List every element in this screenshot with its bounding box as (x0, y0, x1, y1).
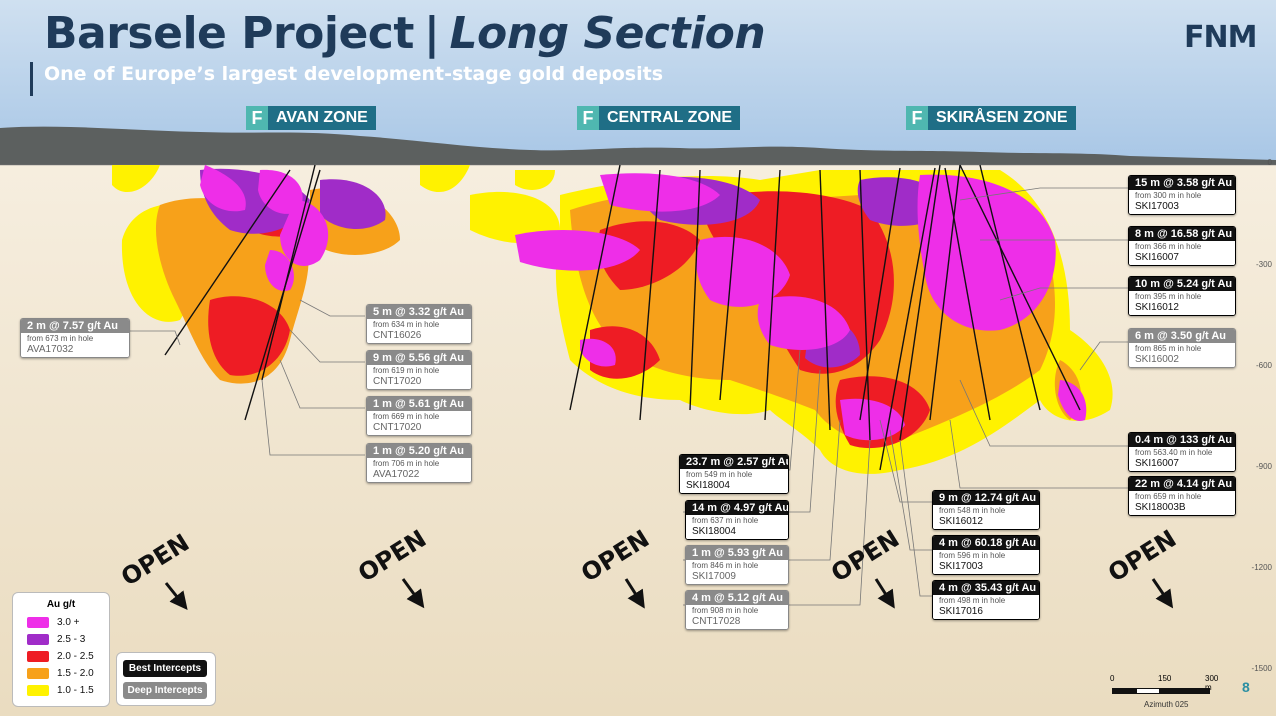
intercept-box: 4 m @ 35.43 g/t Au from 498 m in hole SKI… (932, 580, 1040, 620)
intercept-box: 14 m @ 4.97 g/t Au from 637 m in hole SKI… (685, 500, 789, 540)
legend-swatch (27, 651, 49, 662)
depth-label: -600 (1255, 361, 1272, 370)
intercept-box: 8 m @ 16.58 g/t Au from 366 m in hole SKI… (1128, 226, 1236, 266)
subtitle-accent-bar (30, 62, 33, 96)
terrain-profile (0, 126, 1276, 165)
arrow-down-right-icon (164, 578, 1174, 611)
f-badge-icon: F (906, 106, 928, 130)
key-deep-intercepts: Deep Intercepts (123, 682, 207, 699)
legend-item: 3.0 + (27, 617, 80, 628)
depth-label: -900 (1255, 462, 1272, 471)
legend-item: 1.5 - 2.0 (27, 668, 94, 679)
intercept-box: 0.4 m @ 133 g/t Au from 563.40 m in hole… (1128, 432, 1236, 472)
page-title: Barsele Project | Long Section (44, 8, 766, 59)
page-number: 8 (1242, 679, 1250, 695)
intercept-box: 9 m @ 12.74 g/t Au from 548 m in hole SKI… (932, 490, 1040, 530)
intercept-box: 4 m @ 60.18 g/t Au from 596 m in hole SKI… (932, 535, 1040, 575)
zone-label-central: F CENTRAL ZONE (577, 106, 741, 130)
drill-holes (164, 164, 1081, 471)
intercept-box: 15 m @ 3.58 g/t Au from 300 m in hole SKI… (1128, 175, 1236, 215)
zone-label-avan: F AVAN ZONE (246, 106, 376, 130)
depth-label: -300 (1255, 260, 1272, 269)
f-badge-icon: F (246, 106, 268, 130)
leader-lines (130, 187, 1128, 606)
depth-label: -1500 (1251, 664, 1272, 673)
legend-item: 2.5 - 3 (27, 634, 85, 645)
legend-item: 2.0 - 2.5 (27, 651, 94, 662)
page-subtitle: One of Europe’s largest development-stag… (44, 63, 664, 85)
intercept-box: 10 m @ 5.24 g/t Au from 395 m in hole SKI… (1128, 276, 1236, 316)
legend-swatch (27, 634, 49, 645)
intercept-box: 23.7 m @ 2.57 g/t Au from 549 m in hole S… (679, 454, 789, 494)
intercept-box: 5 m @ 3.32 g/t Au from 634 m in hole CNT1… (366, 304, 472, 344)
intercept-box: 9 m @ 5.56 g/t Au from 619 m in hole CNT1… (366, 350, 472, 390)
intercept-box: 6 m @ 3.50 g/t Au from 865 m in hole SKI1… (1128, 328, 1236, 368)
legend-title: Au g/t (46, 599, 76, 610)
legend-swatch (27, 685, 49, 696)
legend-swatch (27, 668, 49, 679)
intercept-box: 1 m @ 5.93 g/t Au from 846 m in hole SKI1… (685, 545, 789, 585)
intercept-box: 22 m @ 4.14 g/t Au from 659 m in hole SKI… (1128, 476, 1236, 516)
depth-label: -1200 (1251, 563, 1272, 572)
f-badge-icon: F (577, 106, 599, 130)
intercept-box: 1 m @ 5.61 g/t Au from 669 m in hole CNT1… (366, 396, 472, 436)
intercept-key: Best Intercepts Deep Intercepts (116, 652, 216, 706)
zone-label-skirasen: F SKIRÅSEN ZONE (906, 106, 1076, 130)
legend-item: 1.0 - 1.5 (27, 685, 94, 696)
depth-label: 0 (1267, 158, 1272, 167)
grade-shell-3-plus (200, 165, 1087, 441)
scale-bar: 0 150 300 m Azimuth 025 (1110, 674, 1219, 709)
intercept-box: 2 m @ 7.57 g/t Au from 673 m in hole AVA1… (20, 318, 130, 358)
grade-legend: Au g/t 3.0 + 2.5 - 3 2.0 - 2.5 1.5 - 2.0… (12, 592, 110, 707)
intercept-box: 4 m @ 5.12 g/t Au from 908 m in hole CNT1… (685, 590, 789, 630)
legend-swatch (27, 617, 49, 628)
fnm-logo: FNM (1184, 20, 1257, 55)
intercept-box: 1 m @ 5.20 g/t Au from 706 m in hole AVA1… (366, 443, 472, 483)
key-best-intercepts: Best Intercepts (123, 660, 207, 677)
